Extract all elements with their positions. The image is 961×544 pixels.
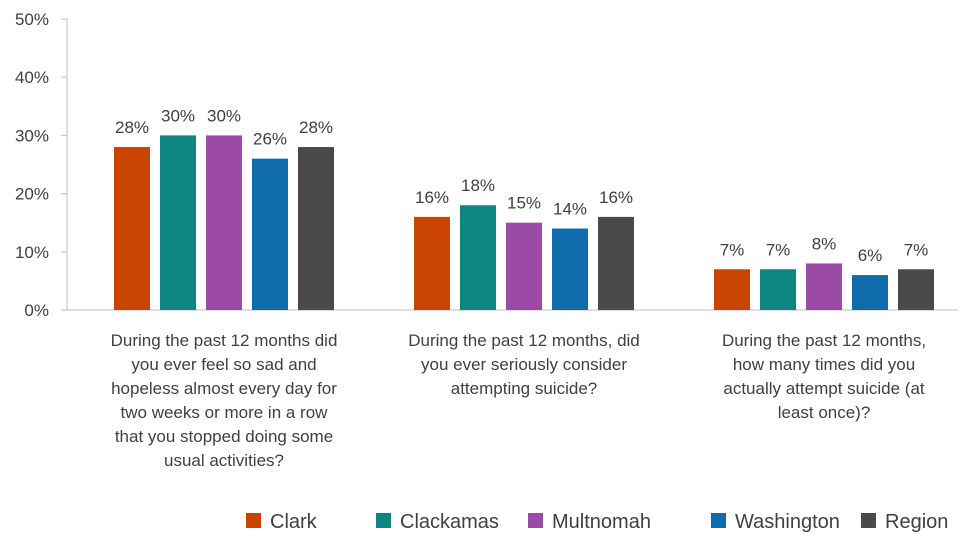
category-label-3: During the past 12 months, how many times…: [722, 331, 926, 422]
data-label-clark-1: 28%: [115, 118, 149, 137]
legend-label-washington: Washington: [735, 511, 840, 533]
category-label-line: During the past 12 months did: [111, 331, 338, 350]
data-labels-layer: 28% 30% 30% 26% 28% 16% 18% 15% 14% 16% 7% 7% 8% 6% 7%: [115, 106, 928, 265]
bar-washington-3: [852, 275, 888, 310]
legend-label-multnomah: Multnomah: [552, 511, 651, 533]
bar-clark-2: [414, 216, 450, 310]
category-label-line: During the past 12 months,: [722, 331, 926, 350]
bar-region-1: [298, 147, 334, 310]
legend: Clark Clackamas Multnomah Washington Region: [246, 511, 948, 533]
bar-clackamas-2: [460, 205, 496, 310]
bar-region-2: [598, 216, 634, 310]
legend-swatch-clackamas: [376, 513, 391, 528]
category-label-line: actually attempt suicide (at: [723, 379, 925, 398]
bars-layer: [114, 135, 934, 310]
category-label-line: that you stopped doing some: [115, 427, 333, 446]
data-label-multnomah-2: 15%: [507, 194, 541, 213]
category-label-line: During the past 12 months, did: [408, 331, 640, 350]
bar-clackamas-3: [760, 269, 796, 310]
legend-swatch-region: [861, 513, 876, 528]
data-label-clackamas-2: 18%: [461, 176, 495, 195]
bar-washington-2: [552, 228, 588, 310]
category-label-line: attempting suicide?: [451, 379, 597, 398]
y-tick-label: 40%: [15, 68, 49, 87]
y-tick-label: 10%: [15, 243, 49, 262]
category-label-line: two weeks or more in a row: [121, 403, 329, 422]
category-label-line: you ever seriously consider: [421, 355, 627, 374]
data-label-clackamas-3: 7%: [766, 240, 791, 259]
data-label-washington-3: 6%: [858, 246, 883, 265]
category-label-line: least once)?: [778, 403, 871, 422]
category-label-line: usual activities?: [164, 451, 284, 470]
category-label-line: hopeless almost every day for: [111, 379, 337, 398]
data-label-multnomah-1: 30%: [207, 106, 241, 125]
data-label-multnomah-3: 8%: [812, 234, 837, 253]
legend-swatch-clark: [246, 513, 261, 528]
category-label-line: you ever feel so sad and: [131, 355, 316, 374]
data-label-region-2: 16%: [599, 188, 633, 207]
legend-label-region: Region: [885, 511, 948, 533]
data-label-clackamas-1: 30%: [161, 106, 195, 125]
bar-clark-1: [114, 147, 150, 310]
bar-region-3: [898, 269, 934, 310]
y-tick-label: 50%: [15, 10, 49, 29]
data-label-region-1: 28%: [299, 118, 333, 137]
bar-multnomah-2: [506, 222, 542, 310]
y-tick-label: 20%: [15, 185, 49, 204]
bar-multnomah-3: [806, 263, 842, 310]
data-label-clark-3: 7%: [720, 240, 745, 259]
legend-label-clark: Clark: [270, 511, 318, 533]
category-label-line: how many times did you: [733, 355, 915, 374]
data-label-region-3: 7%: [904, 240, 929, 259]
bar-washington-1: [252, 158, 288, 310]
data-label-washington-2: 14%: [553, 200, 587, 219]
bar-clackamas-1: [160, 135, 196, 310]
category-label-2: During the past 12 months, did you ever s…: [408, 331, 640, 398]
bar-multnomah-1: [206, 135, 242, 310]
y-tick-label: 30%: [15, 126, 49, 145]
legend-label-clackamas: Clackamas: [400, 511, 499, 533]
data-label-washington-1: 26%: [253, 130, 287, 149]
data-label-clark-2: 16%: [415, 188, 449, 207]
legend-swatch-multnomah: [528, 513, 543, 528]
legend-swatch-washington: [711, 513, 726, 528]
bar-clark-3: [714, 269, 750, 310]
category-label-1: During the past 12 months did you ever fe…: [111, 331, 338, 470]
category-labels-layer: During the past 12 months did you ever fe…: [111, 331, 926, 470]
y-tick-label: 0%: [24, 301, 49, 320]
